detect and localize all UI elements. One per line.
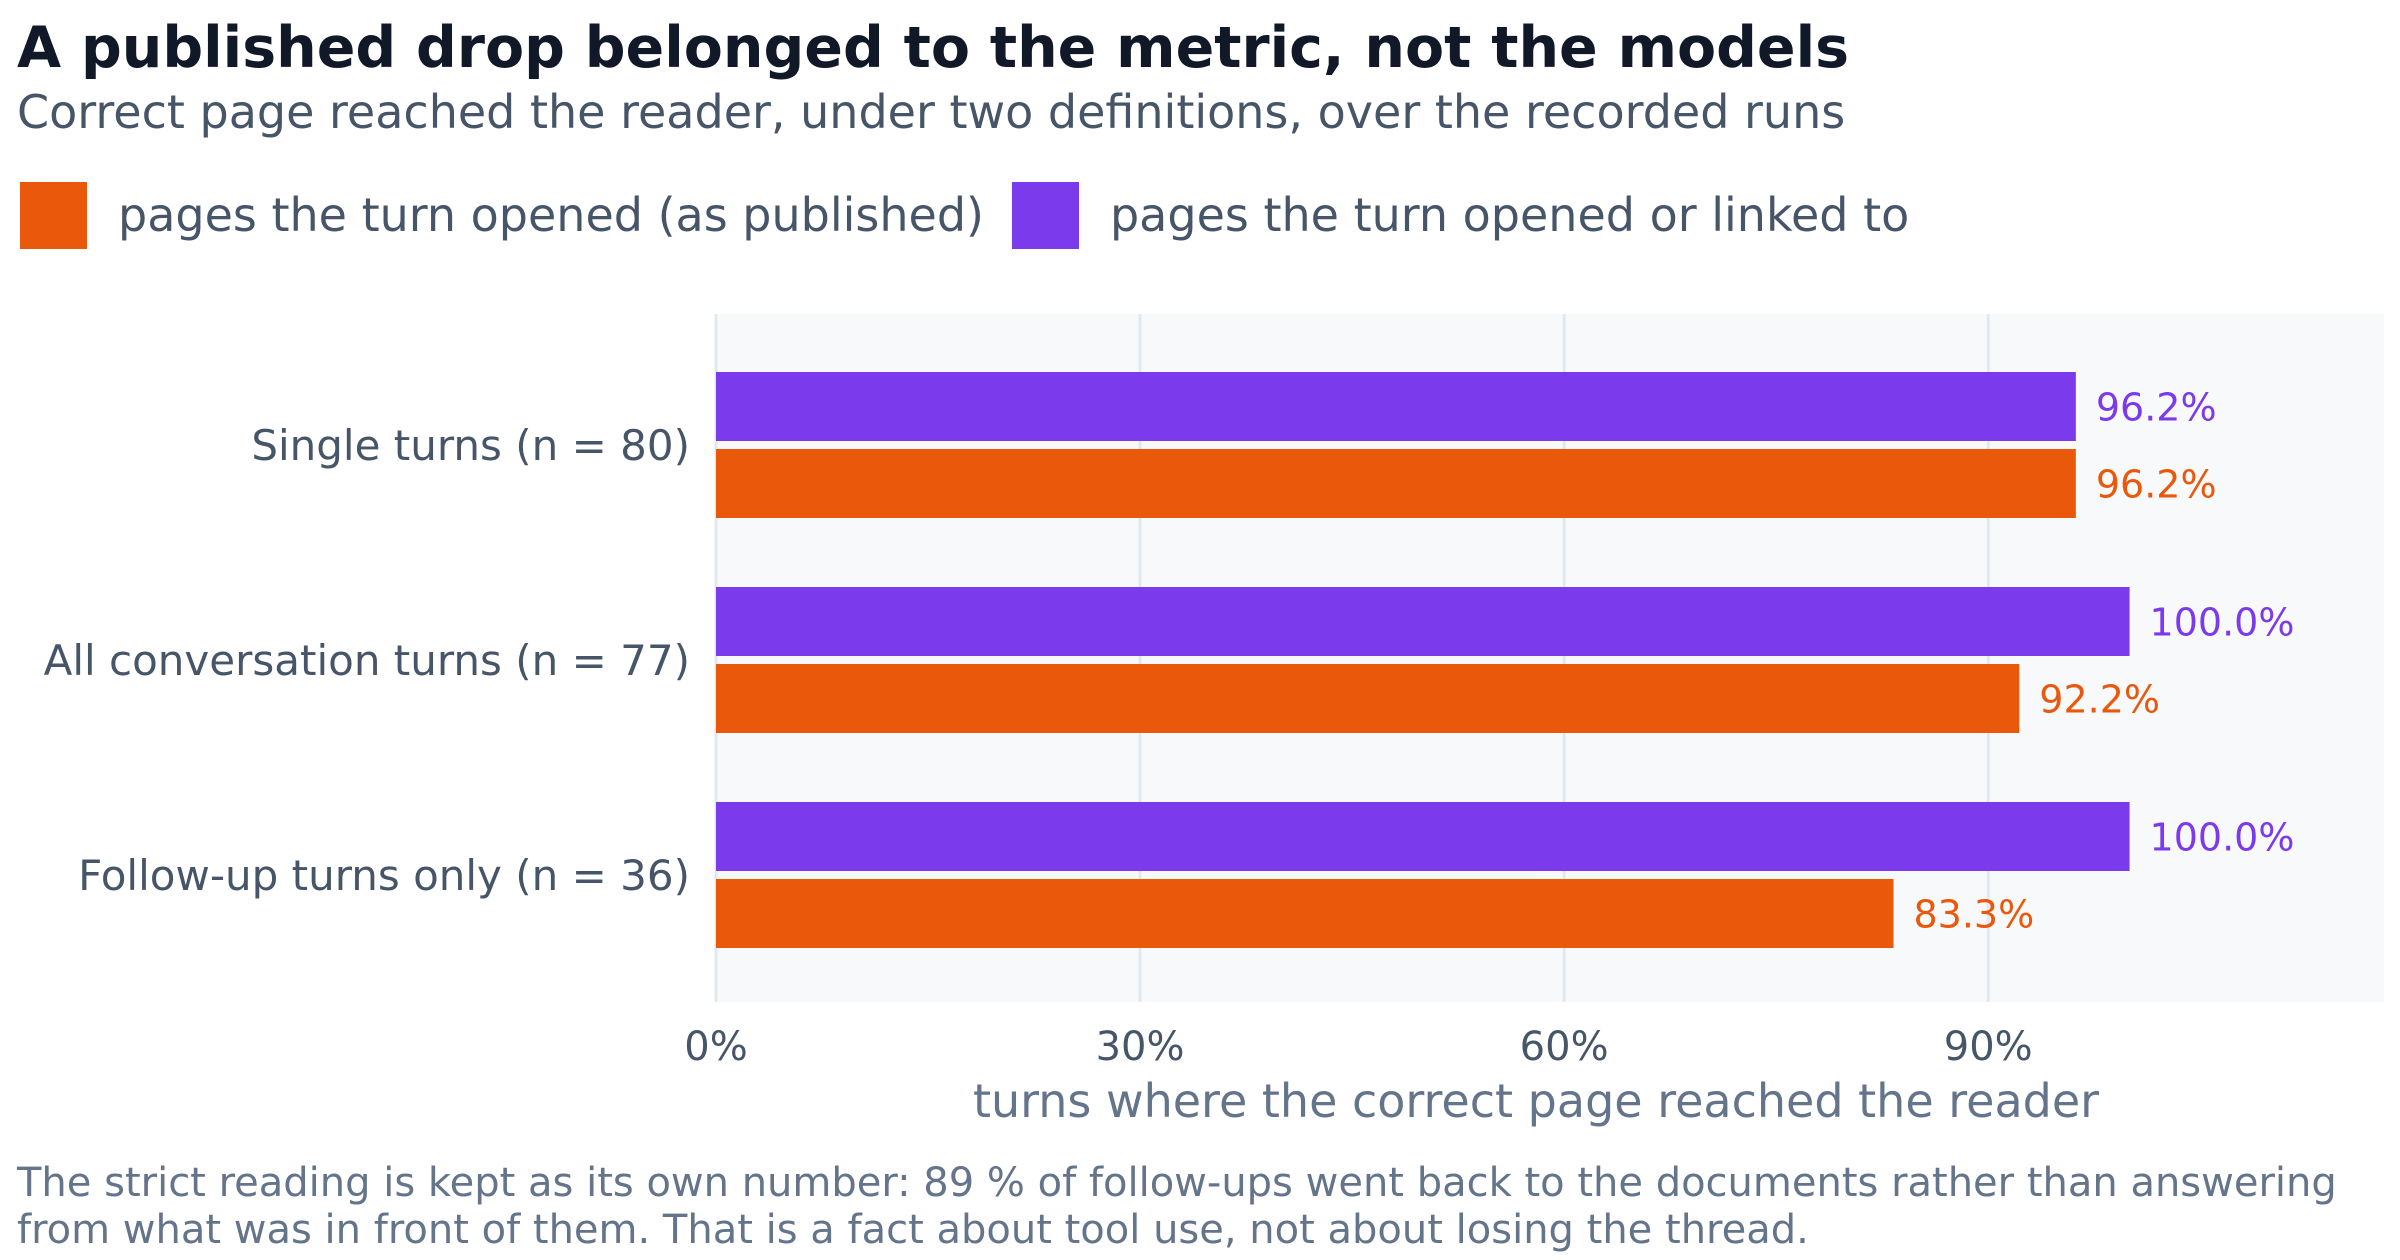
data-label: 83.3% xyxy=(1913,893,2034,937)
legend-label-linked: pages the turn opened or linked to xyxy=(1109,188,1910,242)
data-labels: 96.2% 96.2% 100.0% 92.2% 100.0% 83.3% xyxy=(1913,386,2294,937)
data-label: 100.0% xyxy=(2150,816,2295,860)
x-axis-label: turns where the correct page reached the… xyxy=(973,1074,2099,1128)
x-tick-label: 0% xyxy=(684,1024,747,1070)
bar xyxy=(716,802,2130,871)
chart-footnote: The strict reading is kept as its own nu… xyxy=(17,1160,2337,1253)
x-tick-label: 30% xyxy=(1096,1024,1185,1070)
category-label: All conversation turns (n = 77) xyxy=(44,636,690,685)
bar xyxy=(716,449,2076,518)
category-label: Follow-up turns only (n = 36) xyxy=(78,851,690,900)
legend-item-linked: pages the turn opened or linked to xyxy=(1011,181,1910,249)
data-label: 92.2% xyxy=(2039,678,2160,722)
category-labels: Single turns (n = 80) All conversation tu… xyxy=(44,421,690,900)
x-tick-label: 60% xyxy=(1520,1024,1609,1070)
bar xyxy=(716,879,1894,948)
legend-swatch-linked xyxy=(1011,181,1079,249)
chart-title: A published drop belonged to the metric,… xyxy=(17,15,1850,81)
data-label: 96.2% xyxy=(2096,386,2217,430)
category-label: Single turns (n = 80) xyxy=(251,421,690,470)
x-tick-label: 90% xyxy=(1944,1024,2033,1070)
bar xyxy=(716,587,2130,656)
data-label: 100.0% xyxy=(2150,601,2295,645)
legend-label-published: pages the turn opened (as published) xyxy=(118,188,984,242)
bar-chart: 96.2% 96.2% 100.0% 92.2% 100.0% 83.3% Single … xyxy=(43,314,2295,1128)
x-tick-labels: 0% 30% 60% 90% xyxy=(684,1024,2032,1070)
bar xyxy=(716,664,2020,733)
chart-subtitle: Correct page reached the reader, under t… xyxy=(17,85,1846,139)
chart-legend: pages the turn opened (as published) pag… xyxy=(20,180,1937,250)
legend-item-published: pages the turn opened (as published) xyxy=(20,181,984,249)
bars xyxy=(716,372,2130,948)
data-label: 96.2% xyxy=(2096,463,2217,507)
bar xyxy=(716,372,2076,441)
legend-swatch-published xyxy=(20,181,87,249)
